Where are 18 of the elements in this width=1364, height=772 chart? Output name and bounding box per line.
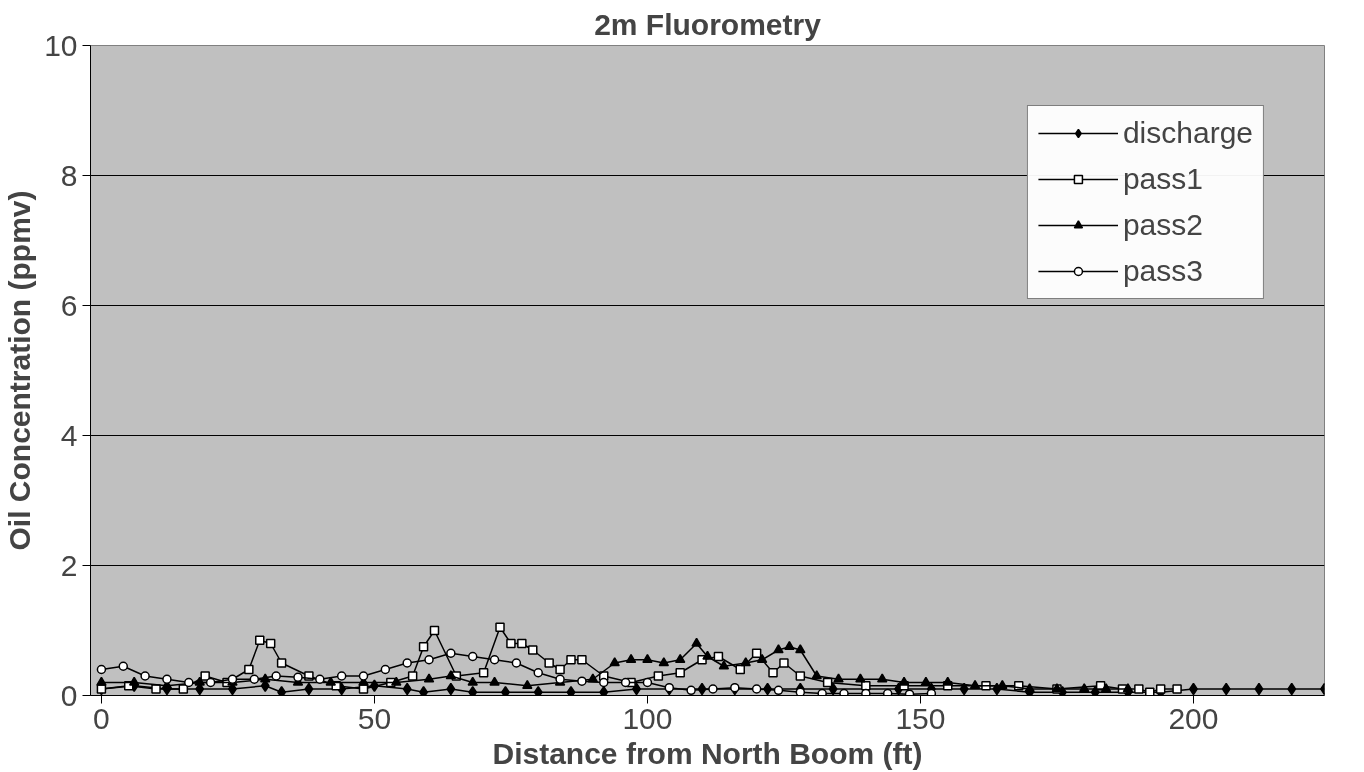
- x-tick-label: 0: [93, 701, 110, 735]
- y-tick-label: 2: [60, 548, 78, 582]
- x-axis-title: Distance from North Boom (ft): [492, 736, 923, 770]
- legend-label: pass1: [1122, 162, 1203, 196]
- x-tick-label: 100: [622, 701, 673, 735]
- x-tick-label: 200: [1168, 701, 1219, 735]
- y-axis-title: Oil Concentration (ppmv): [3, 190, 37, 551]
- y-tick-label: 8: [60, 158, 78, 192]
- legend-label: pass3: [1122, 254, 1203, 288]
- x-tick-label: 150: [895, 701, 946, 735]
- x-tick-label: 50: [357, 701, 392, 735]
- y-tick-label: 0: [60, 678, 78, 712]
- legend-label: pass2: [1122, 208, 1203, 242]
- legend-label: discharge: [1122, 116, 1253, 150]
- chart-title: 2m Fluorometry: [594, 7, 822, 41]
- y-tick-label: 10: [44, 28, 78, 62]
- y-tick-label: 4: [60, 418, 78, 452]
- y-tick-label: 6: [60, 288, 78, 322]
